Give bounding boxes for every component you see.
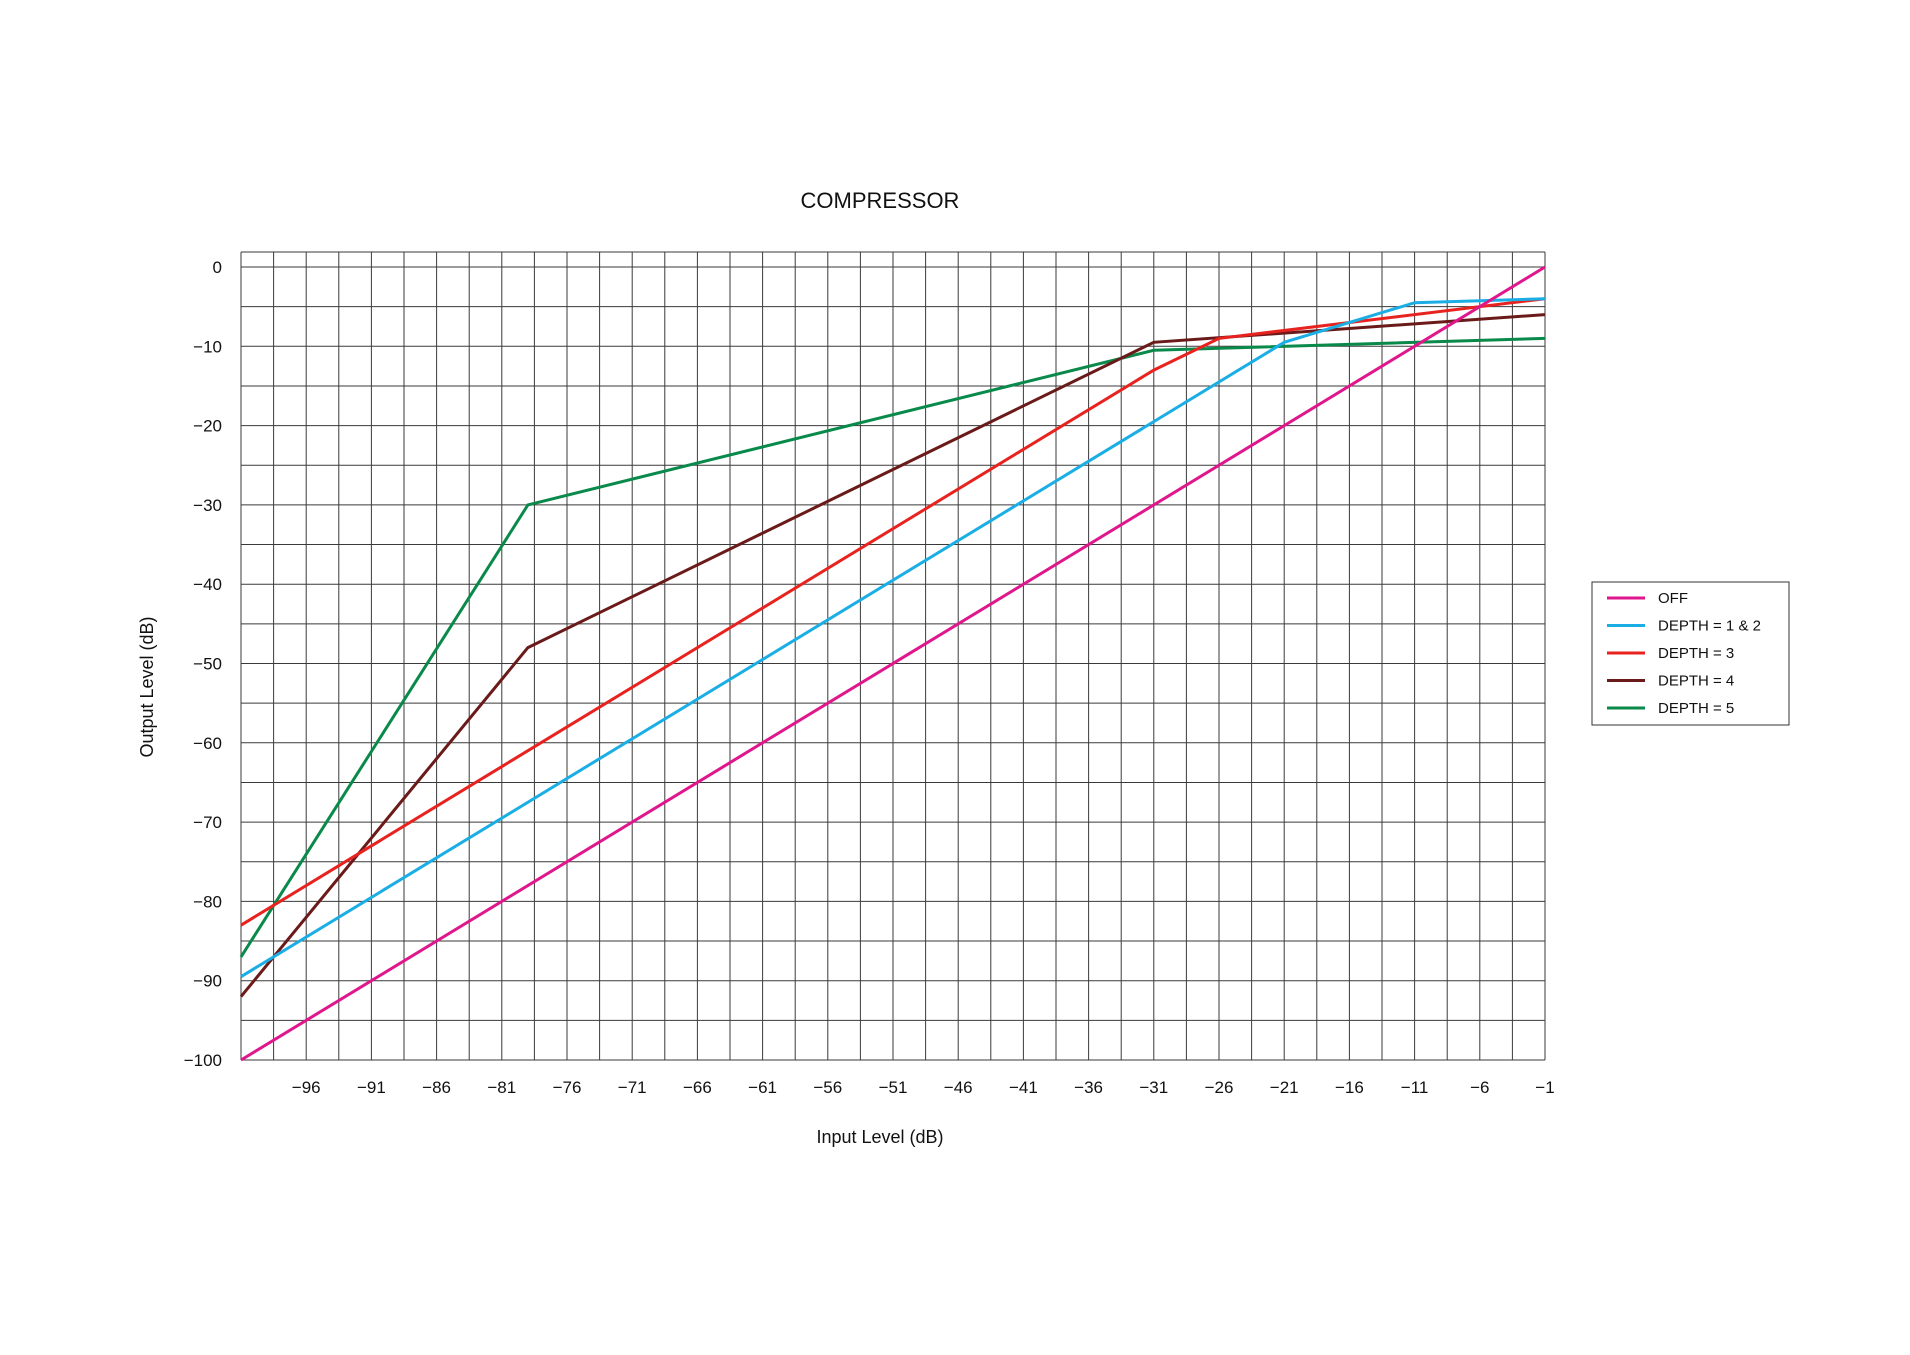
x-tick-label: −71 (618, 1078, 647, 1097)
y-tick-label: −60 (193, 734, 222, 753)
y-tick-label: −80 (193, 892, 222, 911)
x-tick-label: −61 (748, 1078, 777, 1097)
y-tick-label: −20 (193, 417, 222, 436)
y-tick-label: −40 (193, 575, 222, 594)
legend-label: DEPTH = 3 (1658, 645, 1734, 662)
x-tick-label: −11 (1401, 1078, 1429, 1097)
x-tick-label: −76 (553, 1078, 582, 1097)
grid (240, 251, 1546, 1061)
series-line-4 (239, 336, 1546, 958)
x-tick-label: −6 (1470, 1078, 1489, 1097)
legend-label: DEPTH = 5 (1658, 700, 1734, 717)
x-tick-label: −26 (1205, 1078, 1234, 1097)
x-tick-label: −81 (487, 1078, 516, 1097)
series-line-0 (240, 265, 1546, 1062)
y-tick-label: −10 (193, 337, 222, 356)
legend-label: DEPTH = 4 (1658, 673, 1734, 690)
x-tick-label: −16 (1335, 1078, 1364, 1097)
y-tick-label: −90 (193, 972, 222, 991)
y-tick-label: 0 (213, 258, 222, 277)
legend-label: OFF (1658, 590, 1688, 607)
chart-title: COMPRESSOR (801, 188, 960, 213)
x-tick-label: −21 (1270, 1078, 1299, 1097)
x-tick-label: −66 (683, 1078, 712, 1097)
series-lines (239, 265, 1546, 1062)
series-line-2 (240, 297, 1546, 927)
legend-label: DEPTH = 1 & 2 (1658, 618, 1761, 635)
x-tick-label: −31 (1139, 1078, 1168, 1097)
y-tick-label: −100 (184, 1051, 222, 1070)
series-line-1 (240, 297, 1546, 978)
x-axis-title: Input Level (dB) (816, 1127, 943, 1147)
x-tick-label: −56 (813, 1078, 842, 1097)
x-tick-label: −91 (357, 1078, 386, 1097)
x-tick-label: −36 (1074, 1078, 1103, 1097)
legend: OFF DEPTH = 1 & 2 DEPTH = 3 DEPTH = 4 DEPTH … (1591, 581, 1790, 726)
x-tick-label: −1 (1535, 1078, 1554, 1097)
y-tick-label: −50 (193, 655, 222, 674)
x-tick-label: −51 (879, 1078, 908, 1097)
x-tick-label: −86 (422, 1078, 451, 1097)
tick-labels: −96 −91 −86 −81 −76 −71 −66 −61 −56 −51 −46 −41 −36 −… (184, 258, 1555, 1097)
series-line-3 (239, 313, 1546, 998)
y-tick-label: −30 (193, 496, 222, 515)
x-tick-label: −96 (292, 1078, 321, 1097)
x-tick-label: −46 (944, 1078, 973, 1097)
y-tick-label: −70 (193, 813, 222, 832)
x-tick-label: −41 (1009, 1078, 1038, 1097)
y-axis-title: Output Level (dB) (137, 616, 157, 757)
